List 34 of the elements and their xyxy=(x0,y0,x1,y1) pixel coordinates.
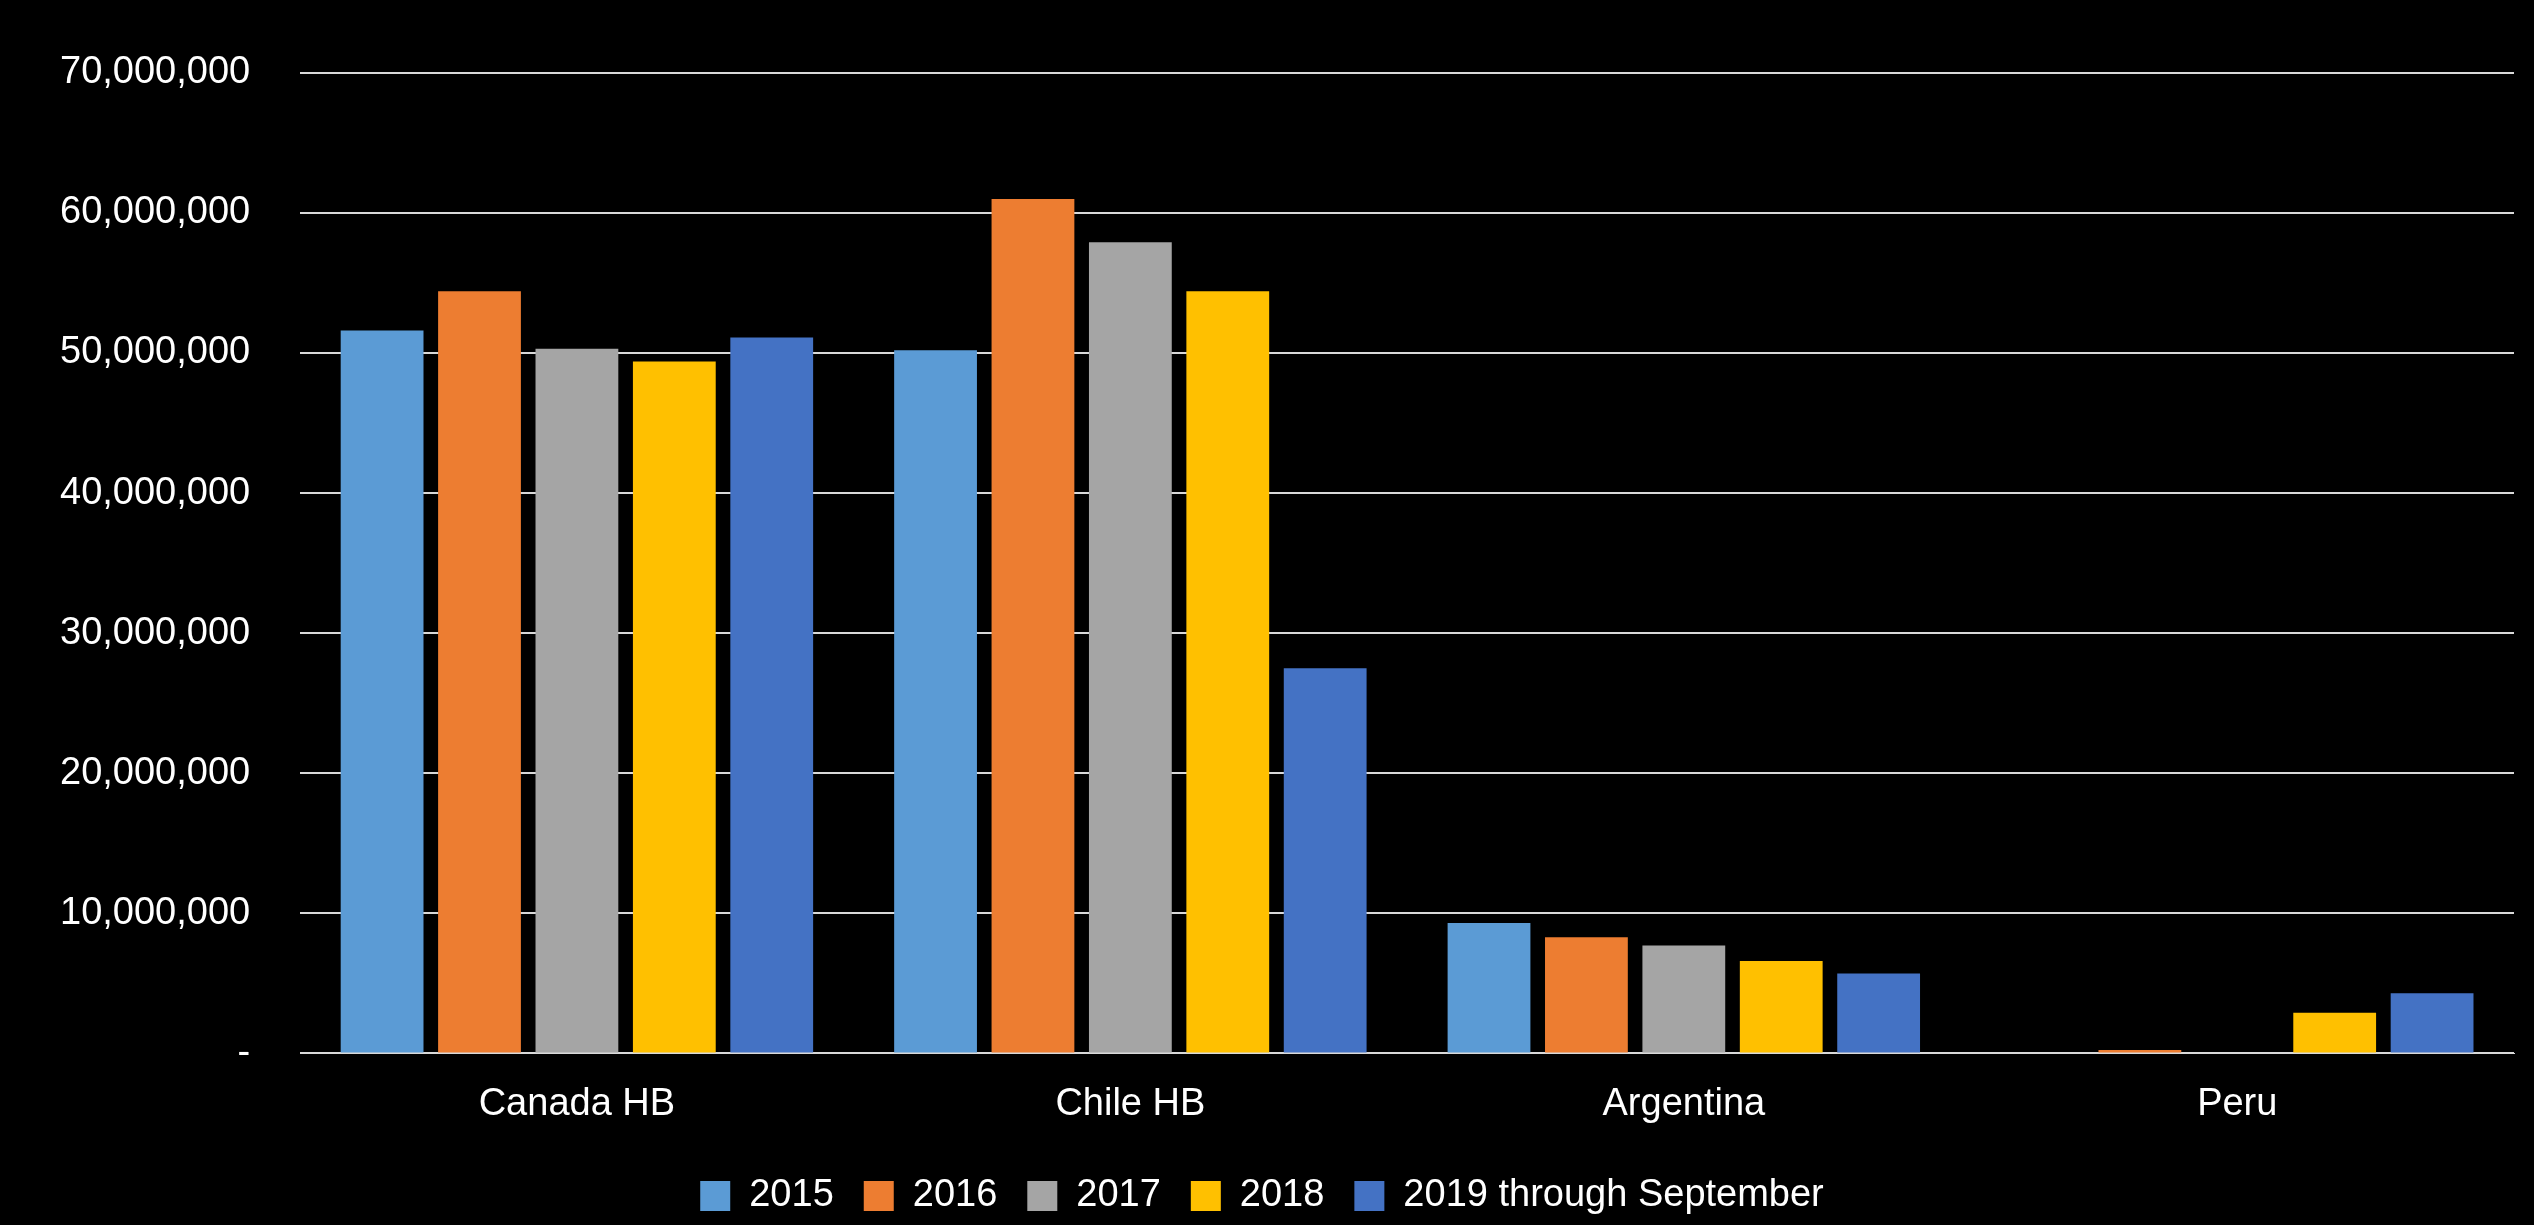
y-tick-label: 30,000,000 xyxy=(60,609,251,652)
legend-label: 2018 xyxy=(1239,1172,1325,1215)
bar xyxy=(730,337,814,1053)
bar xyxy=(438,291,521,1053)
bar xyxy=(894,350,977,1053)
bar xyxy=(991,198,1075,1053)
bar xyxy=(1186,291,1270,1053)
bar xyxy=(2390,993,2474,1053)
y-tick-label: 40,000,000 xyxy=(60,469,251,512)
y-tick-label: 50,000,000 xyxy=(60,329,251,372)
legend-label: 2017 xyxy=(1076,1172,1161,1215)
bar xyxy=(535,348,619,1053)
bar xyxy=(1447,923,1531,1053)
x-tick-label: Chile HB xyxy=(1055,1080,1206,1123)
bar xyxy=(632,361,716,1053)
x-tick-label: Canada HB xyxy=(478,1080,676,1123)
y-tick-label: 60,000,000 xyxy=(60,189,251,232)
y-tick-label: 20,000,000 xyxy=(60,749,251,792)
bar xyxy=(1545,937,1628,1053)
bar xyxy=(340,330,424,1053)
bar xyxy=(1642,945,1726,1053)
x-tick-label: Peru xyxy=(2197,1080,2278,1123)
bar xyxy=(1283,668,1367,1053)
legend-label: 2016 xyxy=(912,1172,998,1215)
bar xyxy=(1088,242,1172,1053)
bar xyxy=(1739,960,1823,1053)
y-tick-label: - xyxy=(237,1029,251,1072)
bar xyxy=(2293,1012,2377,1053)
bar xyxy=(1837,973,1921,1053)
legend-label: 2015 xyxy=(749,1172,834,1215)
y-tick-label: 10,000,000 xyxy=(60,889,251,932)
y-tick-label: 70,000,000 xyxy=(60,49,251,92)
legend-label: 2019 through September xyxy=(1403,1172,1825,1215)
x-tick-label: Argentina xyxy=(1602,1080,1767,1123)
